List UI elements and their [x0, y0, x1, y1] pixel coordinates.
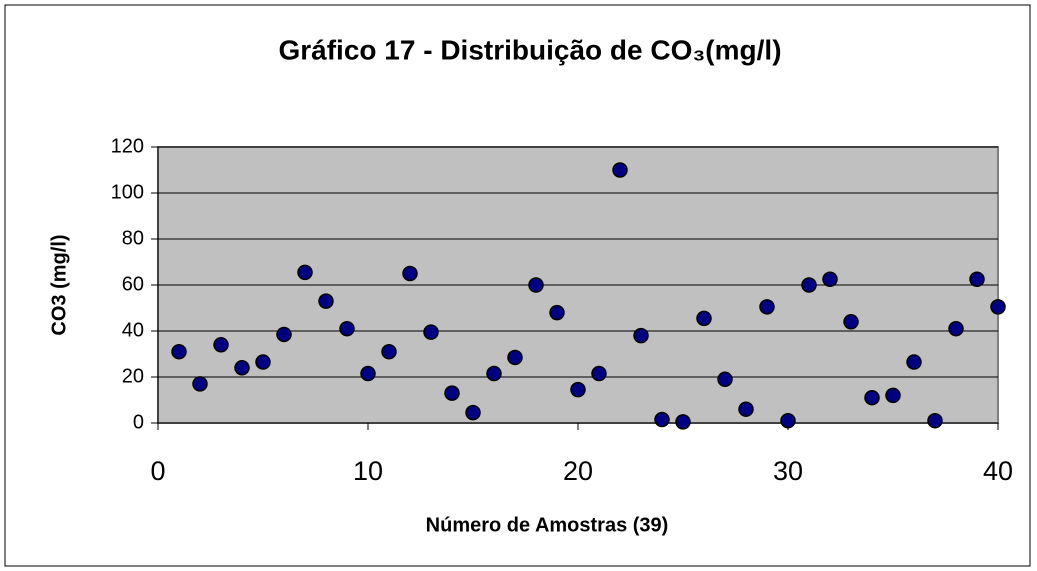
point — [969, 271, 985, 287]
point — [549, 304, 565, 321]
point — [612, 162, 628, 178]
point — [276, 326, 292, 343]
x-tick-label: 30 — [773, 456, 803, 486]
point — [528, 277, 544, 293]
point — [843, 314, 859, 330]
point — [717, 371, 733, 388]
y-tick-label: 80 — [122, 227, 144, 249]
point — [822, 271, 838, 287]
point — [591, 365, 607, 382]
point — [990, 299, 1006, 315]
point — [780, 412, 796, 429]
point — [570, 381, 586, 398]
y-tick-label: 0 — [133, 411, 144, 433]
point — [801, 277, 817, 293]
y-tick-label: 120 — [111, 135, 144, 157]
point — [423, 324, 439, 340]
x-axis-label: Número de Amostras (39) — [426, 514, 669, 536]
point — [360, 365, 376, 382]
point — [486, 365, 502, 382]
point — [885, 387, 901, 404]
point — [507, 349, 523, 366]
point — [675, 414, 691, 430]
point — [339, 320, 355, 337]
point — [696, 310, 712, 327]
y-tick-label: 40 — [122, 319, 144, 341]
point — [234, 360, 250, 376]
point — [906, 354, 922, 370]
point — [213, 337, 229, 353]
point — [381, 343, 397, 360]
point — [927, 412, 943, 429]
y-tick-label: 20 — [122, 365, 144, 387]
point — [465, 404, 481, 421]
point — [402, 265, 418, 282]
point — [318, 293, 334, 309]
y-tick-label: 60 — [122, 273, 144, 295]
point — [759, 299, 775, 315]
chart-title: Gráfico 17 - Distribuição de CO₃(mg/l) — [278, 34, 781, 65]
x-tick-label: 20 — [563, 456, 593, 486]
x-tick-label: 0 — [150, 456, 165, 486]
y-tick-label: 100 — [111, 181, 144, 203]
point — [633, 327, 649, 344]
x-tick-label: 40 — [983, 456, 1013, 486]
y-axis-label: CO3 (mg/l) — [48, 234, 70, 335]
point — [171, 343, 187, 360]
point — [192, 376, 208, 392]
point — [444, 385, 460, 401]
point — [948, 320, 964, 337]
x-tick-label: 10 — [353, 456, 383, 486]
point — [297, 264, 313, 281]
point — [864, 389, 880, 406]
point — [255, 354, 271, 370]
point — [738, 401, 754, 417]
point — [654, 411, 670, 428]
